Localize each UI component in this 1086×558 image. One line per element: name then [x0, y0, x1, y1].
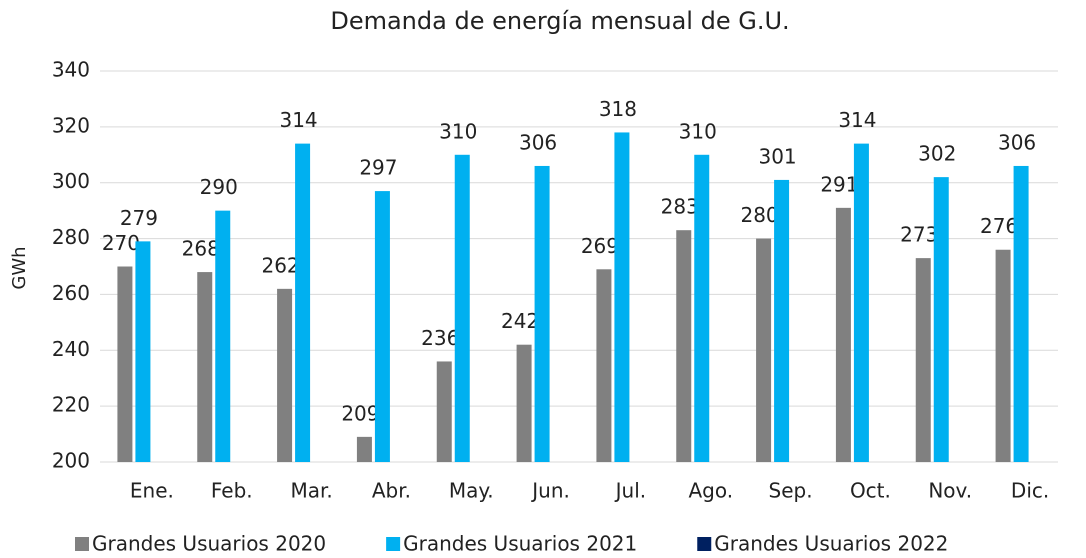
y-tick-label: 300	[52, 169, 90, 193]
bar	[534, 165, 550, 462]
x-tick-label: Feb.	[211, 479, 253, 503]
y-tick-label: 220	[52, 393, 90, 417]
data-label: 297	[359, 156, 397, 180]
bar	[853, 143, 869, 462]
bar	[933, 177, 949, 462]
data-label: 310	[679, 119, 717, 143]
data-label: 290	[200, 175, 238, 199]
chart-title: Demanda de energía mensual de G.U.	[330, 7, 789, 35]
bar	[614, 132, 630, 462]
bar	[117, 266, 133, 462]
bar	[215, 210, 231, 462]
data-label: 268	[182, 237, 220, 261]
data-label: 236	[421, 326, 459, 350]
y-tick-label: 240	[52, 337, 90, 361]
bar	[835, 207, 851, 462]
data-label: 314	[838, 108, 876, 132]
bar	[756, 238, 772, 462]
y-tick-label: 280	[52, 225, 90, 249]
data-label: 302	[918, 142, 956, 166]
x-tick-label: Jun.	[530, 479, 570, 503]
legend-swatch	[75, 537, 89, 551]
bar	[277, 288, 293, 462]
x-tick-label: Jul.	[614, 479, 647, 503]
data-label: 280	[740, 203, 778, 227]
data-label: 279	[120, 206, 158, 230]
bar	[676, 230, 692, 462]
bar	[436, 361, 452, 462]
x-tick-label: Sep.	[769, 479, 813, 503]
data-label: 283	[661, 195, 699, 219]
data-label: 291	[820, 172, 858, 196]
bar	[516, 344, 532, 462]
data-label: 276	[980, 214, 1018, 238]
bar	[454, 154, 470, 463]
bar	[995, 249, 1011, 462]
data-label: 318	[599, 97, 637, 121]
bar	[197, 272, 213, 462]
y-tick-label: 260	[52, 281, 90, 305]
y-tick-label: 320	[52, 113, 90, 137]
legend-label: Grandes Usuarios 2022	[714, 532, 948, 556]
data-label: 306	[519, 130, 557, 154]
x-tick-label: Nov.	[928, 479, 972, 503]
data-label: 209	[341, 401, 379, 425]
legend-swatch	[697, 537, 712, 551]
data-label: 306	[998, 130, 1036, 154]
data-label: 314	[279, 108, 317, 132]
bar	[694, 154, 710, 463]
x-tick-label: Dic.	[1011, 479, 1049, 503]
x-tick-label: May.	[449, 479, 494, 503]
data-label: 270	[102, 231, 140, 255]
data-label: 273	[900, 223, 938, 247]
y-tick-label: 340	[52, 58, 90, 82]
x-tick-label: Abr.	[372, 479, 411, 503]
bar	[915, 258, 931, 462]
bar	[1013, 165, 1029, 462]
bar	[596, 269, 612, 462]
legend-label: Grandes Usuarios 2020	[92, 532, 326, 556]
x-tick-label: Oct.	[850, 479, 891, 503]
data-label: 301	[758, 144, 796, 168]
legend-swatch	[386, 537, 401, 551]
y-tick-label: 200	[52, 449, 90, 473]
bar	[295, 143, 311, 462]
data-label: 310	[439, 119, 477, 143]
y-axis-label: GWh	[9, 246, 30, 289]
bar	[356, 436, 372, 462]
data-label: 242	[501, 309, 539, 333]
bar	[774, 179, 790, 462]
bar	[135, 241, 151, 462]
legend-label: Grandes Usuarios 2021	[403, 532, 637, 556]
bar	[374, 191, 390, 463]
x-tick-label: Mar.	[290, 479, 332, 503]
x-tick-label: Ago.	[688, 479, 733, 503]
x-tick-label: Ene.	[130, 479, 174, 503]
data-label: 269	[581, 234, 619, 258]
data-label: 262	[261, 253, 299, 277]
